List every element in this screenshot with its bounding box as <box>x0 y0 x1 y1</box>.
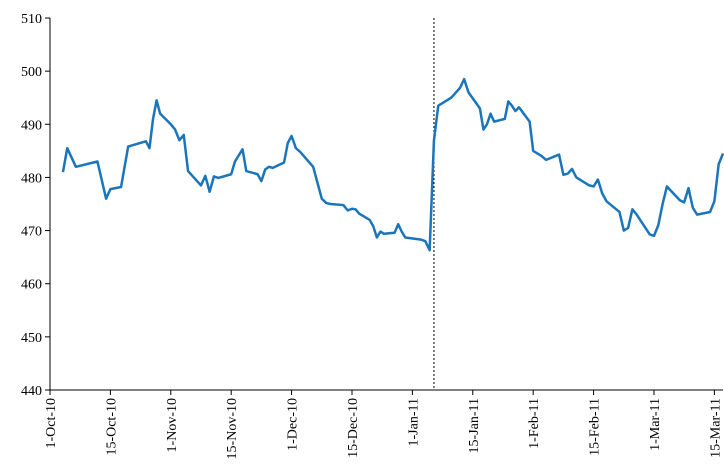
x-tick-label: 1-Oct-10 <box>44 398 59 449</box>
x-tick-label: 15-Jan-11 <box>467 398 482 453</box>
y-tick-label: 490 <box>21 118 42 133</box>
x-tick-label: 1-Jan-11 <box>406 398 421 446</box>
x-tick-label: 1-Nov-10 <box>165 398 180 452</box>
y-tick-label: 440 <box>21 384 42 399</box>
x-tick-label: 15-Mar-11 <box>708 398 723 458</box>
y-tick-label: 460 <box>21 278 42 293</box>
y-tick-label: 470 <box>21 225 42 240</box>
data-line <box>61 77 724 252</box>
x-tick-label: 15-Oct-10 <box>104 398 119 456</box>
x-tick-label: 1-Dec-10 <box>286 398 301 451</box>
y-tick-label: 510 <box>21 12 42 27</box>
x-tick-label: 1-Feb-11 <box>527 398 542 449</box>
x-tick-label: 15-Feb-11 <box>588 398 603 456</box>
y-tick-label: 450 <box>21 331 42 346</box>
x-tick-label: 15-Dec-10 <box>346 398 361 458</box>
y-tick-label: 480 <box>21 171 42 186</box>
x-tick-label: 15-Nov-10 <box>225 398 240 459</box>
x-tick-label: 1-Mar-11 <box>648 398 663 451</box>
y-tick-label: 500 <box>21 65 42 80</box>
